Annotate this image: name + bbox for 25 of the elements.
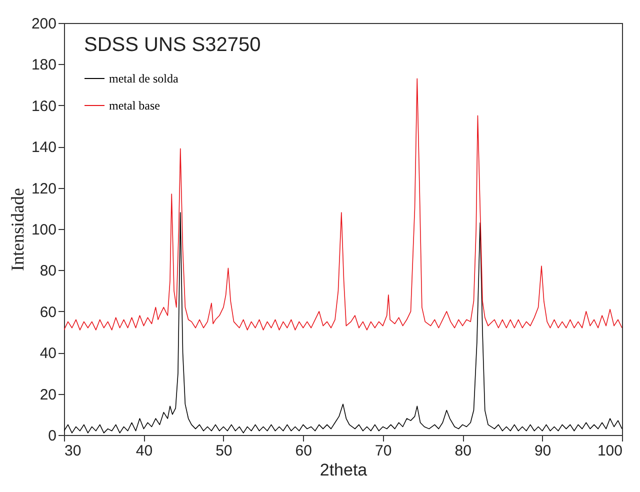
y-tick-label: 120: [31, 180, 56, 198]
legend-label: metal de solda: [109, 72, 179, 86]
y-tick-label: 20: [40, 386, 56, 404]
y-tick-label: 0: [48, 428, 56, 444]
x-tick-label: 70: [375, 442, 392, 460]
y-tick-label: 100: [31, 222, 56, 238]
x-tick-label: 40: [136, 442, 153, 460]
y-tick-label: 200: [31, 16, 56, 32]
x-tick-label: 30: [64, 442, 82, 460]
x-tick-label: 80: [454, 442, 472, 460]
y-tick-label: 140: [31, 139, 56, 156]
y-tick-label: 80: [40, 262, 56, 280]
line-series: [64, 212, 622, 434]
x-tick-label: 60: [295, 442, 312, 460]
x-tick-label: 50: [216, 442, 232, 460]
x-tick-label: 90: [534, 442, 552, 460]
y-tick-label: 180: [31, 56, 56, 74]
y-tick-label: 60: [40, 304, 56, 321]
y-tick-label: 160: [31, 98, 56, 115]
y-tick-label: 40: [40, 345, 56, 362]
y-axis-title: Intensidade: [7, 188, 28, 271]
legend-label: metal base: [109, 98, 160, 112]
x-tick-label: 100: [597, 442, 622, 460]
text: SDSS UNS S32750: [84, 34, 261, 56]
x-axis-title: 2theta: [320, 460, 368, 480]
